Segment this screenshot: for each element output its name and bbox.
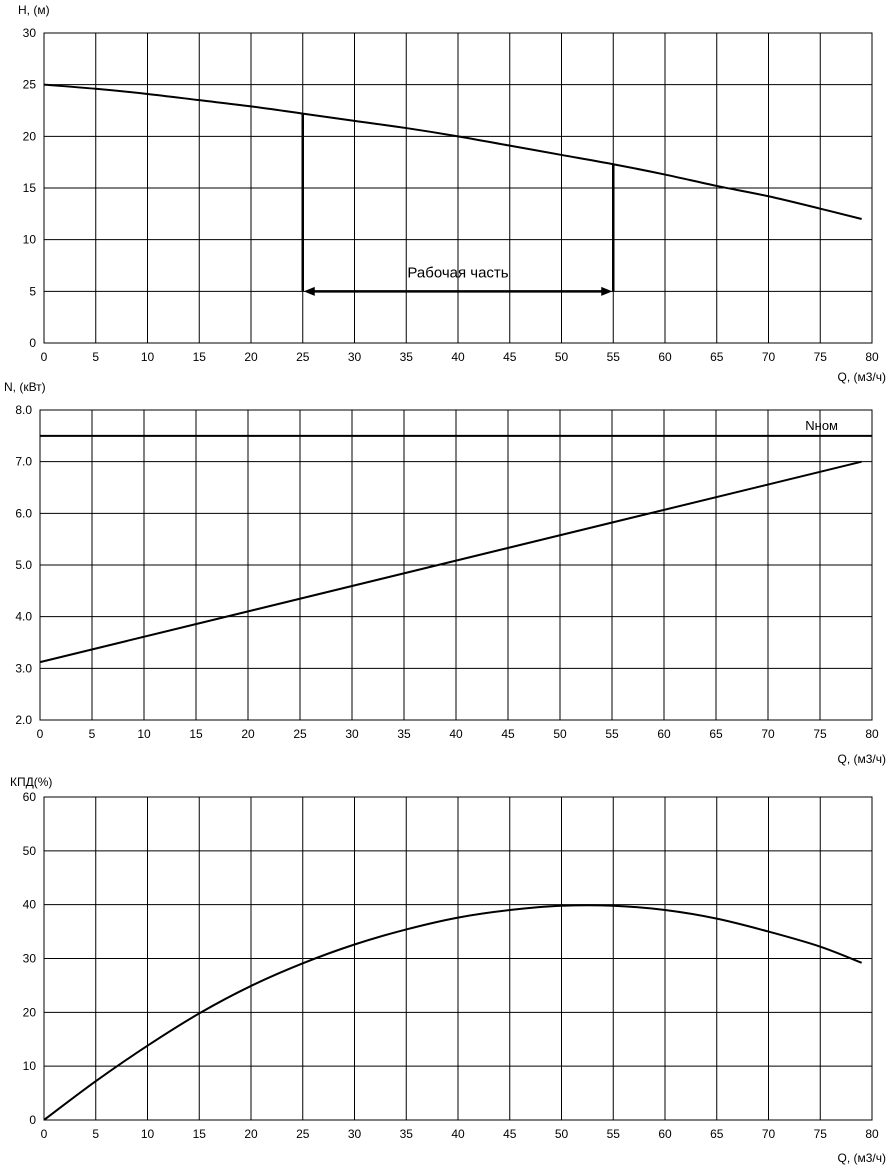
efficiency-curve bbox=[43, 904, 863, 1121]
x-tick-label: 45 bbox=[503, 350, 517, 364]
y-tick-label: 10 bbox=[23, 233, 37, 247]
y-tick-label: 30 bbox=[23, 952, 37, 966]
y-tick-label: 10 bbox=[23, 1059, 37, 1073]
x-tick-label: 25 bbox=[293, 727, 307, 741]
y-tick-label: 4.0 bbox=[15, 610, 32, 624]
head-chart: 0 5 10 15 20 25 30 35 40 45 50 55 60 65 70 75 80 0 5 10 15 20… bbox=[18, 3, 886, 384]
y-tick-label: 20 bbox=[23, 1005, 37, 1019]
x-tick-label: 80 bbox=[865, 727, 879, 741]
x-tick-label: 20 bbox=[244, 1127, 258, 1141]
y-tick-label: 40 bbox=[23, 898, 37, 912]
x-tick-label: 15 bbox=[189, 727, 203, 741]
x-tick-label: 5 bbox=[92, 1127, 99, 1141]
working-range-label: Рабочая часть bbox=[407, 264, 508, 281]
nominal-power-label: Nном bbox=[805, 418, 838, 433]
efficiency-chart: 0 5 10 15 20 25 30 35 40 45 50 55 60 65 70 75 80 0 10 20 30 4… bbox=[10, 775, 886, 1165]
y-tick-label: 0 bbox=[29, 1113, 36, 1127]
x-axis-label: Q, (м3/ч) bbox=[837, 1151, 886, 1165]
y-tick-label: 30 bbox=[23, 26, 37, 40]
x-tick-label: 30 bbox=[348, 350, 362, 364]
y-tick-label: 3.0 bbox=[15, 661, 32, 675]
x-tick-label: 25 bbox=[296, 350, 310, 364]
y-tick-label: 20 bbox=[23, 129, 37, 143]
x-tick-label: 80 bbox=[865, 350, 879, 364]
x-tick-label: 30 bbox=[345, 727, 359, 741]
y-tick-label: 60 bbox=[23, 790, 37, 804]
y-tick-label: 5.0 bbox=[15, 558, 32, 572]
x-tick-label: 50 bbox=[555, 350, 569, 364]
x-tick-label: 70 bbox=[761, 727, 775, 741]
y-tick-label: 25 bbox=[23, 78, 37, 92]
x-tick-label: 25 bbox=[296, 1127, 310, 1141]
x-axis-label: Q, (м3/ч) bbox=[837, 370, 886, 384]
plot-frame bbox=[39, 409, 873, 721]
x-tick-label: 40 bbox=[451, 350, 465, 364]
x-tick-label: 0 bbox=[41, 350, 48, 364]
x-tick-label: 10 bbox=[137, 727, 151, 741]
y-tick-label: 0 bbox=[29, 336, 36, 350]
y-tick-label: 50 bbox=[23, 844, 37, 858]
y-tick-label: 15 bbox=[23, 181, 37, 195]
x-tick-label: 75 bbox=[813, 727, 827, 741]
y-axis-label: H, (м) bbox=[18, 3, 50, 17]
x-tick-label: 20 bbox=[244, 350, 258, 364]
x-tick-label: 10 bbox=[141, 1127, 155, 1141]
power-chart: 0 5 10 15 20 25 30 35 40 45 50 55 60 65 70 75 80 2.0 3.0 4.… bbox=[4, 380, 886, 766]
x-tick-label: 0 bbox=[37, 727, 44, 741]
x-tick-label: 70 bbox=[762, 350, 776, 364]
head-curve bbox=[43, 83, 862, 220]
x-tick-label: 45 bbox=[501, 727, 515, 741]
working-range-arrow-right-icon bbox=[601, 286, 613, 296]
x-tick-label: 40 bbox=[451, 1127, 465, 1141]
x-tick-label: 35 bbox=[397, 727, 411, 741]
y-axis-label: N, (кВт) bbox=[4, 380, 46, 394]
x-tick-label: 55 bbox=[605, 727, 619, 741]
y-tick-label: 7.0 bbox=[15, 455, 32, 469]
x-tick-label: 60 bbox=[657, 727, 671, 741]
x-tick-label: 45 bbox=[503, 1127, 517, 1141]
plot-frame bbox=[43, 32, 873, 344]
x-tick-label: 65 bbox=[709, 727, 723, 741]
power-curve bbox=[39, 460, 862, 664]
x-tick-label: 60 bbox=[658, 350, 672, 364]
x-tick-label: 50 bbox=[553, 727, 567, 741]
x-tick-label: 75 bbox=[814, 1127, 828, 1141]
x-tick-label: 10 bbox=[141, 350, 155, 364]
x-tick-label: 15 bbox=[193, 350, 207, 364]
x-tick-label: 60 bbox=[658, 1127, 672, 1141]
x-tick-label: 0 bbox=[41, 1127, 48, 1141]
x-tick-label: 70 bbox=[762, 1127, 776, 1141]
y-tick-label: 2.0 bbox=[15, 713, 32, 727]
x-tick-label: 30 bbox=[348, 1127, 362, 1141]
x-tick-label: 55 bbox=[607, 350, 621, 364]
x-tick-label: 80 bbox=[865, 1127, 879, 1141]
working-range-arrow-left-icon bbox=[303, 286, 315, 296]
x-tick-label: 5 bbox=[89, 727, 96, 741]
y-axis-label: КПД(%) bbox=[10, 775, 52, 789]
y-tick-label: 5 bbox=[29, 284, 36, 298]
y-tick-label: 6.0 bbox=[15, 506, 32, 520]
x-tick-label: 20 bbox=[241, 727, 255, 741]
x-tick-label: 35 bbox=[400, 350, 414, 364]
x-tick-label: 65 bbox=[710, 350, 724, 364]
x-tick-label: 75 bbox=[814, 350, 828, 364]
x-tick-label: 40 bbox=[449, 727, 463, 741]
x-tick-label: 50 bbox=[555, 1127, 569, 1141]
x-tick-label: 35 bbox=[400, 1127, 414, 1141]
x-tick-label: 55 bbox=[607, 1127, 621, 1141]
y-tick-label: 8.0 bbox=[15, 403, 32, 417]
x-tick-label: 15 bbox=[193, 1127, 207, 1141]
x-tick-label: 65 bbox=[710, 1127, 724, 1141]
plot-frame bbox=[43, 796, 873, 1121]
x-tick-label: 5 bbox=[92, 350, 99, 364]
x-axis-label: Q, (м3/ч) bbox=[837, 752, 886, 766]
